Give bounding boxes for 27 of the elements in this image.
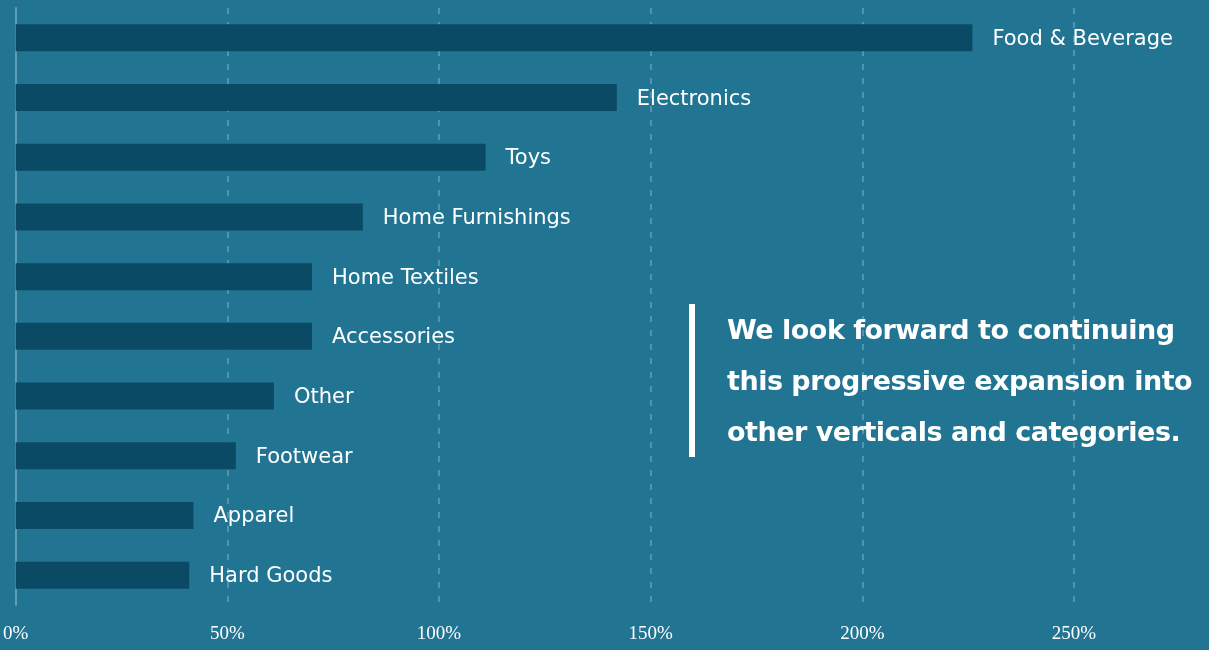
- y-tick-label: Home Furnishings: [382, 204, 571, 229]
- y-tick-label: Other: [293, 384, 354, 409]
- y-tick-label: Hard Goods: [209, 563, 333, 588]
- y-tick-label: Footwear: [255, 443, 354, 468]
- bar: [15, 263, 312, 291]
- x-tick-label: 200%: [840, 622, 885, 643]
- x-tick-label: 0%: [3, 622, 29, 643]
- y-tick-label: Apparel: [213, 503, 295, 528]
- bar: [15, 143, 486, 171]
- y-tick-label: Electronics: [636, 85, 752, 110]
- x-tick-label: 150%: [628, 622, 673, 643]
- y-tick-label: Accessories: [332, 324, 456, 349]
- x-tick-label: 100%: [416, 622, 462, 643]
- annotation: We look forward to continuing this progressive expansion into other verticals and categories.: [727, 313, 1194, 449]
- bar: [15, 322, 312, 350]
- bar: [15, 442, 236, 470]
- x-tick-label: 250%: [1051, 622, 1097, 643]
- bar: [15, 203, 363, 231]
- bar: [15, 84, 617, 112]
- bar: [15, 501, 194, 529]
- bar: [15, 382, 274, 410]
- y-tick-label: Home Textiles: [332, 264, 479, 289]
- y-tick-label: Food & Beverage: [992, 25, 1173, 50]
- y-tick-label: Toys: [504, 145, 552, 170]
- bar: [15, 561, 190, 589]
- x-tick-label: 50%: [209, 622, 245, 643]
- bar: [15, 24, 973, 52]
